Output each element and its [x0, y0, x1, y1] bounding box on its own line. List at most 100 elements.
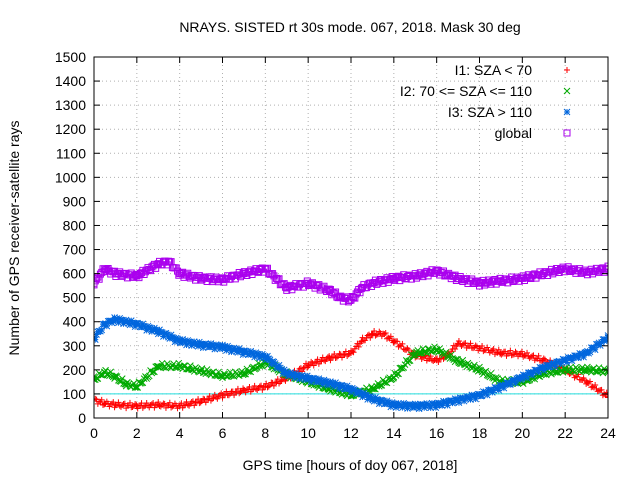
series-0-sample	[231, 392, 238, 399]
series-0-sample	[161, 400, 168, 407]
series-2-sample	[310, 375, 318, 382]
series-0-sample	[603, 389, 608, 396]
series-0-point	[605, 393, 608, 400]
series-2-sample	[442, 398, 450, 406]
series-1-sample	[219, 374, 226, 382]
series-0-sample	[272, 379, 279, 386]
series-0-sample	[426, 355, 433, 362]
series-2-sample	[487, 386, 495, 393]
series-1-sample	[131, 384, 139, 391]
series-2-sample	[447, 397, 455, 404]
series-2-sample	[523, 374, 531, 382]
series-2-sample	[415, 405, 423, 413]
legend-label: I3: SZA > 110	[448, 104, 532, 120]
series-2-sample	[210, 342, 217, 350]
series-0-sample	[342, 348, 349, 355]
y-tick-label: 700	[63, 242, 87, 258]
series-0-sample	[180, 402, 187, 409]
series-0-sample	[331, 350, 338, 357]
series-1-sample	[215, 368, 222, 376]
series-3-sample	[513, 273, 521, 281]
legend-marker	[563, 108, 571, 116]
series-0-sample	[200, 395, 207, 402]
series-3-sample	[135, 274, 143, 282]
series-0-sample	[155, 399, 162, 406]
series-2-sample	[153, 328, 161, 335]
series-0-sample	[202, 399, 209, 406]
series-0-sample	[594, 388, 601, 395]
series-0-sample	[508, 352, 515, 359]
series-2-sample	[228, 348, 235, 356]
series-2-sample	[455, 399, 463, 407]
series-0-sample	[421, 353, 428, 360]
series-0-sample	[349, 348, 356, 355]
series-2-sample	[467, 396, 474, 403]
series-2-sample	[211, 345, 219, 353]
series-2-sample	[324, 381, 332, 389]
series-1-sample	[175, 359, 183, 367]
series-0-sample	[377, 330, 384, 337]
series-3-sample	[420, 270, 428, 278]
series-0-sample	[381, 331, 388, 338]
series-3-sample	[227, 273, 235, 281]
series-2-sample	[226, 344, 234, 352]
series-3-sample	[222, 274, 230, 282]
series-0-sample	[435, 358, 442, 365]
series-2-sample	[586, 348, 594, 356]
legend: I1: SZA < 70 I2: 70 <= SZA <= 110 I3: SZA …	[400, 62, 571, 141]
series-0-sample	[210, 394, 217, 401]
series-2-sample	[138, 323, 145, 331]
series-0-sample	[99, 402, 106, 409]
series-3-sample	[596, 266, 604, 274]
series-0-sample	[396, 342, 403, 349]
series-0-sample	[240, 385, 247, 392]
series-2	[94, 314, 608, 413]
series-2-sample	[550, 360, 558, 367]
series-3-sample	[473, 277, 481, 285]
series-2-sample	[246, 350, 253, 358]
series-2-sample	[239, 351, 247, 358]
series-3-sample	[148, 263, 156, 271]
series-0-sample	[530, 352, 537, 359]
legend-label: I1: SZA < 70	[455, 62, 533, 78]
series-0-sample	[209, 395, 216, 402]
series-2-sample	[444, 402, 451, 409]
series-2-sample	[495, 386, 503, 394]
series-1-sample	[458, 360, 465, 368]
legend-marker	[563, 129, 571, 137]
series-0-sample	[467, 340, 474, 347]
x-tick-label: 18	[472, 425, 488, 441]
series-0-sample	[395, 343, 402, 350]
y-tick-label: 900	[63, 193, 87, 209]
series-0-sample	[114, 401, 121, 408]
y-tick-label: 100	[63, 386, 87, 402]
series-3-sample	[152, 264, 160, 272]
series-0-sample	[197, 399, 204, 406]
series-2-sample	[166, 335, 174, 342]
series-2-sample	[178, 338, 185, 346]
series-2-sample	[256, 354, 264, 362]
x-tick-label: 6	[219, 425, 227, 441]
series-2-sample	[555, 357, 563, 365]
series-1-sample	[320, 385, 328, 392]
series-0-sample	[256, 383, 263, 390]
series-2-sample	[575, 354, 582, 362]
series-1-sample	[158, 359, 166, 367]
series-2-sample	[551, 363, 559, 370]
series-0-sample	[479, 343, 486, 350]
series-2-sample	[535, 368, 542, 376]
series-1-sample	[107, 368, 115, 376]
series-0-sample	[308, 358, 315, 365]
series-0-sample	[195, 396, 202, 403]
series-2-sample	[432, 404, 440, 411]
series-2-sample	[478, 392, 486, 400]
series-0-sample	[470, 345, 477, 352]
series-0-sample	[206, 393, 213, 400]
series-2-sample	[342, 385, 350, 393]
series-1-sample	[247, 368, 255, 376]
series-2-sample	[363, 391, 370, 399]
series-1-sample	[118, 375, 126, 382]
x-tick-label: 0	[90, 425, 98, 441]
series-2-sample	[404, 405, 411, 412]
